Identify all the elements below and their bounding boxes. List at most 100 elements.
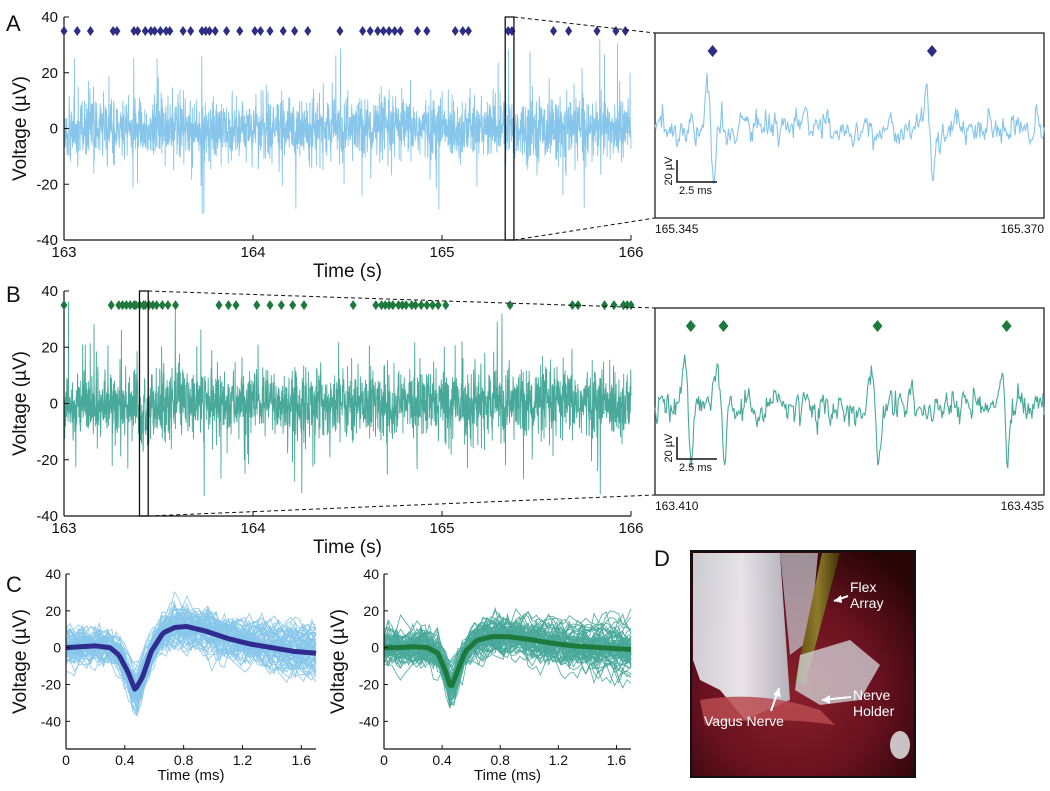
spike-marker (149, 300, 157, 311)
y-tick-label: -20 (41, 677, 61, 693)
spike-marker (372, 300, 380, 311)
panel-a-main-chart: 163 164 165 166 -40 -20 0 20 40 Time (s) Voltage (… (10, 9, 644, 282)
x-tick-label: 166 (618, 520, 643, 537)
x-tick-label: 0.8 (174, 752, 194, 768)
label-holder: Holder (853, 703, 895, 719)
zoom-signal-trace (654, 354, 1045, 469)
spike-marker (202, 25, 210, 36)
arrowhead-flex-array (834, 595, 842, 603)
spike-marker (224, 300, 232, 311)
y-tick-label: 20 (41, 339, 58, 356)
waveform-trace (65, 632, 317, 677)
mean-waveform (65, 624, 317, 692)
spike-marker (153, 300, 161, 311)
zoom-window-box (504, 16, 515, 241)
spike-marker (145, 300, 153, 311)
spike-marker (451, 25, 459, 36)
spike-marker (279, 25, 287, 36)
spike-marker (381, 300, 389, 311)
panel-d-photo: Flex Array Nerve Holder Vagus Nerve (690, 550, 916, 778)
zoom-spike-marker (872, 320, 883, 332)
spike-marker (119, 300, 127, 311)
x-tick-label: 166 (618, 244, 643, 261)
spike-marker (187, 25, 195, 36)
spike-marker (374, 25, 382, 36)
zoom-frame (654, 32, 1045, 219)
spike-marker (251, 25, 259, 36)
photo-vagus-nerve (700, 696, 835, 725)
zoom-connector-top (513, 16, 656, 34)
spike-marker (391, 25, 399, 36)
spike-marker (86, 25, 94, 36)
spike-marker (442, 300, 450, 311)
mean-waveform (383, 634, 632, 688)
y-tick-label: 20 (41, 65, 58, 82)
zoom-spike-marker (926, 45, 937, 57)
label-vagus-nerve: Vagus Nerve (704, 713, 784, 729)
spike-marker (156, 25, 164, 36)
scale-bar (676, 160, 717, 183)
x-tick-label: 163 (51, 244, 76, 261)
spike-marker (379, 25, 387, 36)
zoom-spike-marker (707, 45, 718, 57)
y-tick-label: -40 (36, 232, 58, 249)
scale-bar-x-label: 2.5 ms (679, 462, 713, 474)
spike-marker (266, 300, 274, 311)
spike-marker (565, 25, 573, 36)
spike-marker (211, 25, 219, 36)
panel-letter-b: B (6, 282, 21, 307)
y-tick-label: -20 (36, 176, 58, 193)
spike-marker (619, 300, 627, 311)
y-tick-label: 0 (53, 640, 61, 656)
spike-marker (126, 300, 134, 311)
zoom-window-box (138, 290, 149, 517)
panel-b-zoom-chart: 163.410 163.435 20 µV 2.5 ms (148, 290, 1045, 517)
spike-marker (253, 300, 261, 311)
x-axis-title: Time (ms) (474, 767, 541, 784)
x-tick-label: 0.8 (491, 752, 511, 768)
spike-marker (395, 300, 403, 311)
spike-marker (408, 300, 416, 311)
x-axis-title: Time (ms) (158, 767, 225, 784)
spike-marker (141, 300, 149, 311)
panel-c-left-chart: 0 0.4 0.8 1.2 1.6 -40 -20 0 20 40 Time (ms) Voltage… (10, 566, 317, 784)
spike-marker (232, 300, 240, 311)
waveform-trace (65, 618, 317, 672)
x-tick-label: 0 (62, 752, 70, 768)
zoom-connector-bottom (148, 494, 656, 517)
arrowhead-nerve-holder (822, 695, 830, 704)
y-tick-label: 0 (371, 640, 379, 656)
spike-marker (504, 25, 512, 36)
waveform-trace (65, 635, 317, 684)
y-axis-title: Voltage (µV) (10, 351, 31, 456)
spike-marker (162, 25, 170, 36)
y-tick-label: 40 (45, 566, 61, 582)
y-axis-title: Voltage (µV) (10, 76, 31, 181)
scale-bar (676, 437, 717, 460)
waveform-trace (383, 612, 632, 681)
x-tick-label: 1.6 (607, 752, 627, 768)
spike-marker (257, 25, 265, 36)
zoom-signal-trace (654, 73, 1045, 185)
spike-marker (130, 25, 138, 36)
spike-marker (349, 300, 357, 311)
zoom-connector-top (148, 290, 656, 309)
waveform-trace (383, 633, 632, 675)
x-axis-title: Time (s) (313, 261, 382, 282)
spike-marker (164, 300, 172, 311)
spike-marker (434, 300, 442, 311)
spike-marker (73, 25, 81, 36)
spike-marker (413, 25, 421, 36)
zoom-x-end-label: 165.370 (1001, 222, 1045, 236)
x-tick-label: 163 (51, 520, 76, 537)
spike-marker (236, 25, 244, 36)
scale-bar-y-label: 20 µV (663, 433, 675, 463)
spike-marker (627, 300, 635, 311)
zoom-x-end-label: 163.435 (1001, 499, 1045, 513)
spike-marker (389, 300, 397, 311)
panel-letter-a: A (6, 11, 21, 36)
x-tick-label: 1.2 (233, 752, 253, 768)
scale-bar-y-label: 20 µV (663, 156, 675, 186)
spike-marker (206, 25, 214, 36)
scale-bar-x-label: 2.5 ms (679, 185, 713, 197)
